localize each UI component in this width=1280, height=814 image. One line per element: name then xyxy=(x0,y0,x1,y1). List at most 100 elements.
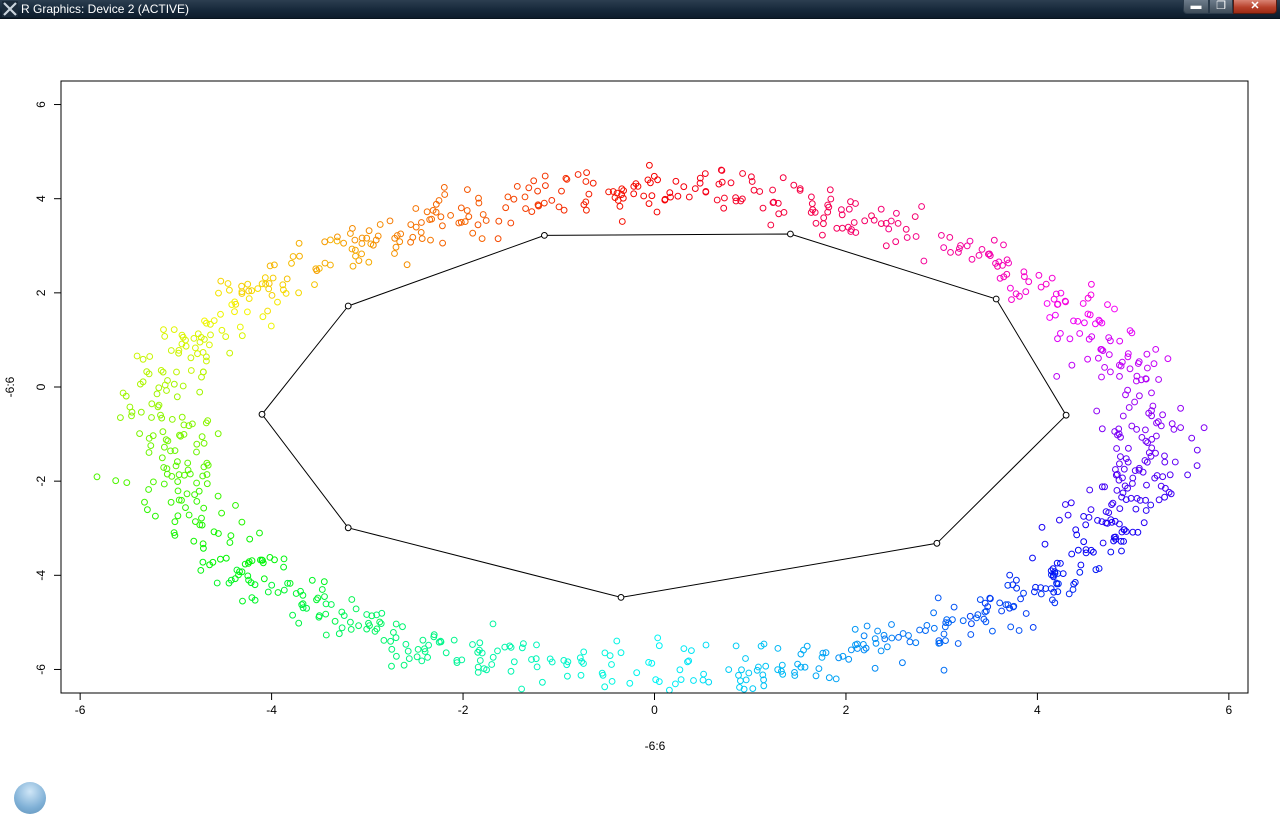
data-point xyxy=(647,179,654,187)
data-point xyxy=(187,367,195,374)
data-point xyxy=(349,262,357,270)
data-point xyxy=(374,232,382,240)
data-point xyxy=(1126,327,1134,335)
data-point xyxy=(1200,424,1208,432)
data-point xyxy=(717,166,725,174)
data-point xyxy=(1122,455,1130,463)
scatter-plot: -6 -4 -2 0 2 4 6 -6 -4 -2 0 2 4 6 -6:6 -6:6 xyxy=(3,80,1249,753)
data-point xyxy=(803,642,811,650)
data-point xyxy=(655,678,663,685)
data-point xyxy=(1147,452,1155,460)
data-point xyxy=(518,644,526,652)
data-point xyxy=(193,498,201,505)
data-point xyxy=(1047,567,1055,575)
data-point xyxy=(1166,471,1174,479)
data-point xyxy=(1003,256,1011,264)
data-point xyxy=(1104,301,1111,309)
data-point xyxy=(200,463,208,471)
data-point xyxy=(617,649,625,657)
data-point xyxy=(906,638,914,646)
data-point xyxy=(880,631,888,639)
data-point xyxy=(203,480,211,488)
data-point xyxy=(1087,546,1095,554)
data-point xyxy=(827,195,835,203)
data-point xyxy=(966,612,974,620)
data-point xyxy=(959,617,967,625)
minimize-button[interactable]: ▬ xyxy=(1183,0,1209,14)
data-point xyxy=(335,630,343,638)
data-point xyxy=(863,622,871,630)
data-point xyxy=(495,217,503,225)
close-button[interactable]: ✕ xyxy=(1233,0,1277,14)
data-point xyxy=(845,655,853,663)
data-point xyxy=(1094,517,1101,524)
x-tick-label: -6 xyxy=(75,703,86,717)
data-point xyxy=(1116,361,1123,369)
data-point xyxy=(280,563,288,571)
data-point xyxy=(507,644,515,651)
data-point xyxy=(146,353,154,360)
data-point xyxy=(1093,407,1101,415)
data-point xyxy=(790,181,798,189)
data-point xyxy=(338,608,346,616)
data-point xyxy=(564,672,571,680)
data-point xyxy=(895,634,902,641)
data-point xyxy=(620,187,627,195)
data-point xyxy=(258,556,266,564)
data-point xyxy=(368,612,376,620)
data-point xyxy=(1004,581,1012,589)
data-point xyxy=(184,459,192,467)
data-point xyxy=(432,208,440,216)
window-titlebar[interactable]: R Graphics: Device 2 (ACTIVE) ▬ ❐ ✕ xyxy=(0,0,1280,19)
data-point xyxy=(654,176,661,184)
data-point xyxy=(313,267,321,275)
data-point xyxy=(582,198,590,206)
maximize-button[interactable]: ❐ xyxy=(1209,0,1233,14)
y-tick-label: -6 xyxy=(34,664,48,675)
data-point xyxy=(1006,604,1013,612)
data-point xyxy=(885,225,893,233)
data-point xyxy=(996,274,1004,282)
data-point xyxy=(145,370,153,378)
data-point xyxy=(150,478,157,486)
data-point xyxy=(819,649,827,657)
data-point xyxy=(605,188,612,196)
data-point xyxy=(295,619,303,627)
data-point xyxy=(778,661,786,669)
data-point xyxy=(254,285,262,293)
data-point xyxy=(811,209,819,216)
data-point xyxy=(1119,474,1126,482)
data-point xyxy=(755,663,762,671)
data-point xyxy=(1098,346,1106,353)
data-point xyxy=(296,252,303,260)
data-point xyxy=(210,528,218,536)
data-point xyxy=(877,220,885,228)
data-point xyxy=(1147,501,1155,509)
data-point xyxy=(852,200,859,207)
data-point xyxy=(1080,513,1087,520)
data-point xyxy=(403,261,411,269)
data-point xyxy=(412,205,420,212)
data-point xyxy=(348,596,356,603)
data-point xyxy=(950,603,958,611)
data-point xyxy=(1079,300,1087,307)
data-point xyxy=(589,179,597,187)
data-point xyxy=(1070,317,1077,325)
data-point xyxy=(899,630,907,637)
data-point xyxy=(580,648,588,656)
data-point xyxy=(1148,389,1155,397)
data-point xyxy=(1135,358,1143,366)
data-point xyxy=(1035,271,1043,279)
data-point xyxy=(861,217,869,225)
data-point xyxy=(160,326,167,334)
data-point xyxy=(609,188,617,195)
data-point xyxy=(945,619,952,626)
data-point xyxy=(847,646,855,654)
data-point xyxy=(801,663,809,671)
data-point xyxy=(956,245,963,252)
data-point xyxy=(139,355,147,363)
data-point xyxy=(1053,580,1061,588)
data-point xyxy=(872,639,880,647)
data-point xyxy=(112,477,120,485)
data-point xyxy=(738,666,745,674)
